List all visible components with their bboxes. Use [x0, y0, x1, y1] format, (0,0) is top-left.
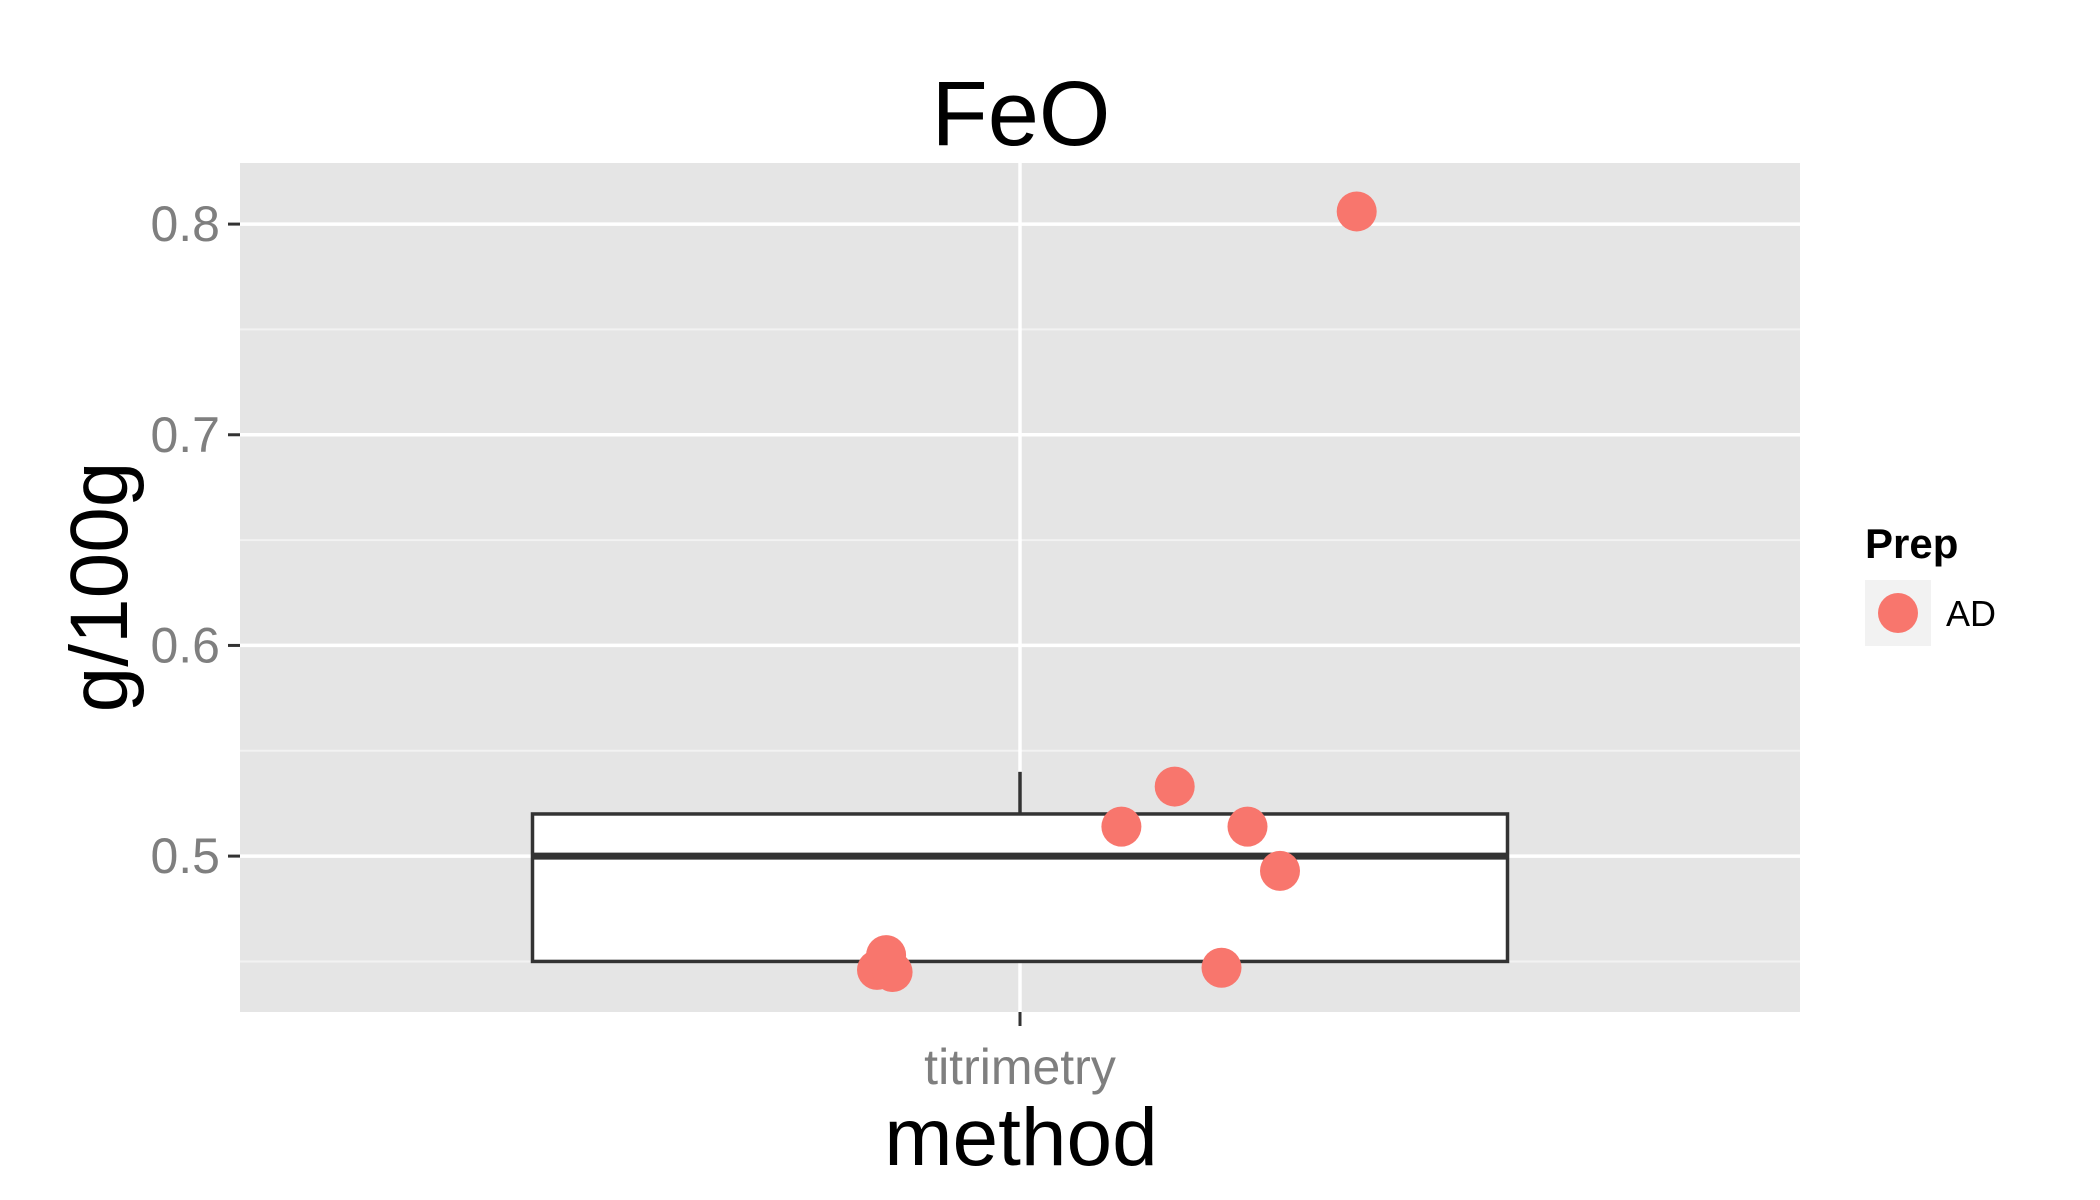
- boxplot: [530, 771, 1510, 964]
- x-axis: titrimetry: [924, 1012, 1116, 1095]
- chart-title: FeO: [932, 63, 1111, 165]
- y-axis: 0.5 0.6 0.7 0.8: [150, 196, 240, 884]
- data-point: [1336, 191, 1377, 232]
- y-tick-label: 0.5: [150, 828, 220, 884]
- x-axis-title: method: [884, 1092, 1158, 1183]
- data-point: [1154, 766, 1195, 807]
- legend-title: Prep: [1865, 520, 1958, 567]
- y-tick-label: 0.7: [150, 407, 220, 463]
- data-point: [1260, 850, 1300, 891]
- legend: Prep AD: [1865, 520, 1996, 646]
- box-iqr: [530, 812, 1510, 964]
- data-point: [1201, 947, 1242, 988]
- legend-label: AD: [1946, 593, 1996, 634]
- data-point: [1101, 806, 1142, 847]
- legend-entries: AD: [1865, 580, 1996, 646]
- y-axis-title: g/100g: [54, 462, 145, 713]
- data-point: [1227, 806, 1268, 847]
- y-tick-label: 0.8: [150, 196, 220, 252]
- data-point: [866, 935, 907, 976]
- y-tick-label: 0.6: [150, 617, 220, 673]
- legend-marker: [1878, 593, 1918, 633]
- x-tick-label: titrimetry: [924, 1039, 1116, 1095]
- data-points: [857, 191, 1377, 992]
